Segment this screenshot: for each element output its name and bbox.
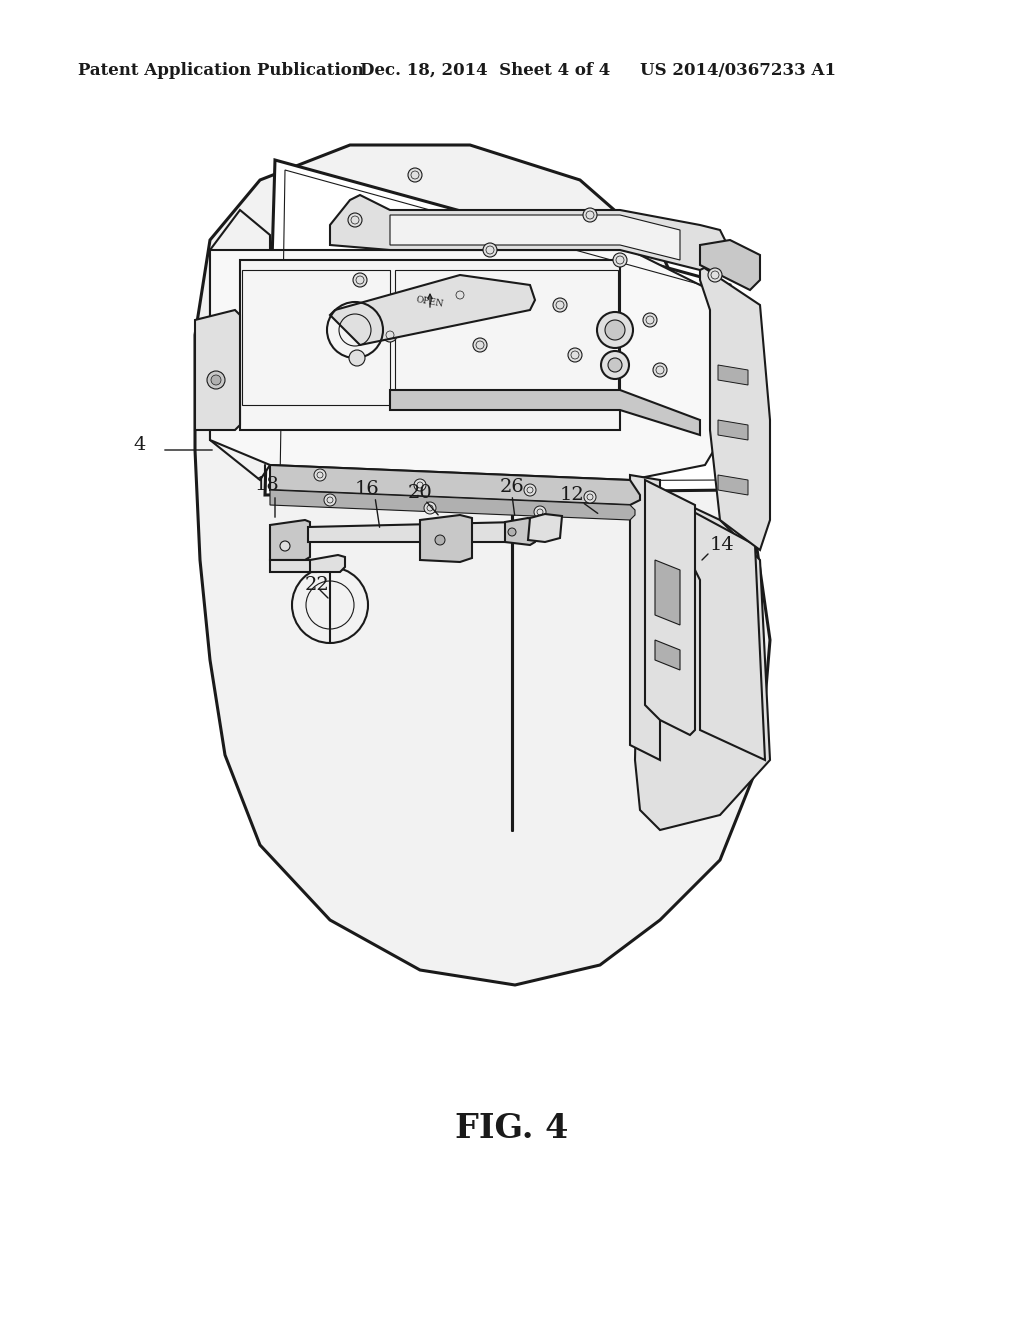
Circle shape [653, 363, 667, 378]
Text: 22: 22 [305, 576, 330, 594]
Circle shape [568, 348, 582, 362]
Polygon shape [700, 240, 760, 290]
Polygon shape [645, 480, 695, 735]
Text: Patent Application Publication: Patent Application Publication [78, 62, 364, 79]
Circle shape [314, 469, 326, 480]
Text: 12: 12 [560, 486, 585, 504]
Circle shape [348, 213, 362, 227]
Circle shape [383, 327, 397, 342]
Circle shape [280, 541, 290, 550]
Polygon shape [265, 160, 735, 495]
Text: 20: 20 [408, 484, 433, 502]
Polygon shape [240, 260, 620, 430]
Polygon shape [195, 310, 240, 430]
Circle shape [584, 491, 596, 503]
Circle shape [414, 479, 426, 491]
Polygon shape [210, 249, 720, 480]
Text: OPEN: OPEN [416, 296, 444, 309]
Polygon shape [270, 560, 316, 572]
Circle shape [597, 312, 633, 348]
Circle shape [534, 506, 546, 517]
Text: 18: 18 [255, 477, 280, 494]
Polygon shape [195, 145, 770, 985]
Polygon shape [700, 265, 770, 550]
Circle shape [553, 298, 567, 312]
Circle shape [324, 494, 336, 506]
Text: 26: 26 [500, 478, 524, 496]
Polygon shape [210, 210, 270, 480]
Polygon shape [635, 480, 770, 830]
Circle shape [524, 484, 536, 496]
Polygon shape [330, 195, 730, 271]
Circle shape [453, 288, 467, 302]
Polygon shape [505, 517, 535, 545]
Polygon shape [310, 554, 345, 572]
Circle shape [435, 535, 445, 545]
Polygon shape [528, 513, 562, 543]
Polygon shape [390, 389, 700, 436]
Circle shape [601, 351, 629, 379]
Polygon shape [690, 510, 765, 760]
Circle shape [508, 528, 516, 536]
Polygon shape [655, 640, 680, 671]
Circle shape [643, 313, 657, 327]
Circle shape [207, 371, 225, 389]
Circle shape [349, 350, 365, 366]
Circle shape [613, 253, 627, 267]
Circle shape [211, 375, 221, 385]
Polygon shape [270, 520, 310, 560]
Circle shape [708, 268, 722, 282]
Polygon shape [390, 215, 680, 260]
Text: 14: 14 [710, 536, 735, 554]
Circle shape [608, 358, 622, 372]
Polygon shape [330, 275, 535, 345]
Polygon shape [630, 475, 660, 760]
Text: US 2014/0367233 A1: US 2014/0367233 A1 [640, 62, 836, 79]
Circle shape [483, 243, 497, 257]
Polygon shape [270, 490, 635, 520]
Text: 4: 4 [133, 436, 145, 454]
Circle shape [583, 209, 597, 222]
Polygon shape [718, 475, 748, 495]
Text: FIG. 4: FIG. 4 [456, 1111, 568, 1144]
Circle shape [605, 319, 625, 341]
Polygon shape [308, 521, 525, 543]
Circle shape [408, 168, 422, 182]
Polygon shape [718, 420, 748, 440]
Circle shape [424, 502, 436, 513]
Polygon shape [718, 366, 748, 385]
Polygon shape [270, 465, 640, 506]
Text: 16: 16 [355, 480, 380, 498]
Text: Dec. 18, 2014  Sheet 4 of 4: Dec. 18, 2014 Sheet 4 of 4 [360, 62, 610, 79]
Circle shape [473, 338, 487, 352]
Circle shape [353, 273, 367, 286]
Polygon shape [655, 560, 680, 624]
Polygon shape [420, 515, 472, 562]
